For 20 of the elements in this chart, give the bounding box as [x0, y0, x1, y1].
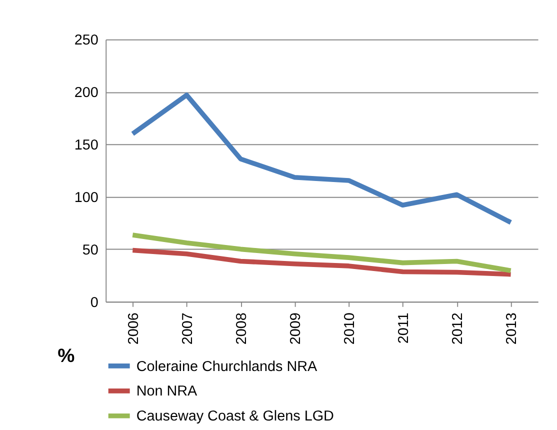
legend-label: Non NRA [136, 384, 198, 400]
text: % [58, 346, 75, 368]
y-tick-label: 0 [90, 294, 98, 311]
y-tick-label: 50 [82, 242, 98, 258]
y-tick-label: 150 [74, 138, 98, 154]
x-tick-label: 2010 [342, 312, 358, 345]
legend-label: Causeway Coast & Glens LGD [136, 408, 334, 425]
y-tick-label: 250 [74, 32, 98, 49]
x-tick-label: 2011 [396, 312, 412, 344]
x-tick-label: 2006 [126, 312, 142, 345]
x-tick-label: 2007 [180, 312, 196, 345]
y-tick-label: 200 [74, 85, 98, 102]
y-tick-label: 100 [74, 190, 98, 206]
line-series [130, 232, 514, 274]
x-tick-label: 2013 [504, 312, 520, 345]
legend-label: Coleraine Churchlands NRA [136, 358, 318, 375]
line-series [130, 92, 514, 225]
x-tick-label: 2012 [450, 312, 466, 345]
x-tick-label: 2009 [288, 312, 304, 345]
x-tick-label: 2008 [234, 312, 250, 345]
